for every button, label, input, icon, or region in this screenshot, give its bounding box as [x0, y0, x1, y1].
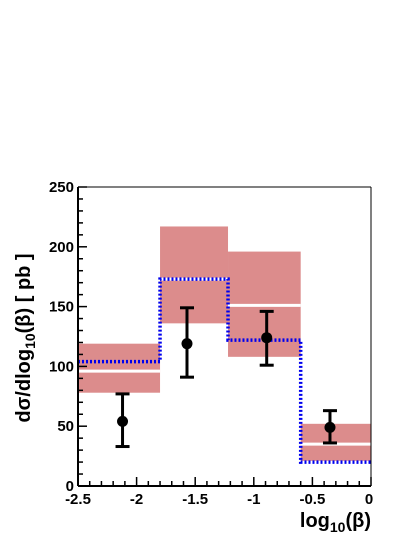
- data-points: [115, 306, 337, 449]
- x-tick-label-3: -1: [247, 491, 260, 508]
- y-tick-label-0: 0: [66, 478, 74, 495]
- band-1: [160, 226, 229, 324]
- x-tick-label-2: -1.5: [182, 491, 208, 508]
- x-tick-label-4: -0.5: [299, 491, 325, 508]
- y-tick-label-3: 150: [49, 299, 74, 316]
- data-point-1: [181, 338, 193, 350]
- y-axis-title: dσ/dlog10(β) [ pb ]: [13, 253, 38, 422]
- y-tick-label-2: 100: [49, 358, 74, 375]
- data-point-2: [261, 332, 273, 344]
- x-tick-label-0: -2.5: [65, 491, 91, 508]
- y-tick-label-5: 250: [49, 179, 74, 196]
- data-point-3: [324, 421, 336, 433]
- data-point-0: [117, 415, 129, 427]
- y-tick-label-1: 50: [57, 418, 74, 435]
- tick-labels: 0 50 100 150 200 250 -2.5 -2 -1.5 -1 -0.5 0: [49, 179, 373, 508]
- band-0: [78, 343, 161, 393]
- x-tick-label-5: 0: [365, 491, 373, 508]
- x-tick-label-1: -2: [130, 491, 143, 508]
- axes: [77, 186, 372, 487]
- x-axis-title: log10(β): [300, 510, 371, 535]
- y-tick-label-4: 200: [49, 239, 74, 256]
